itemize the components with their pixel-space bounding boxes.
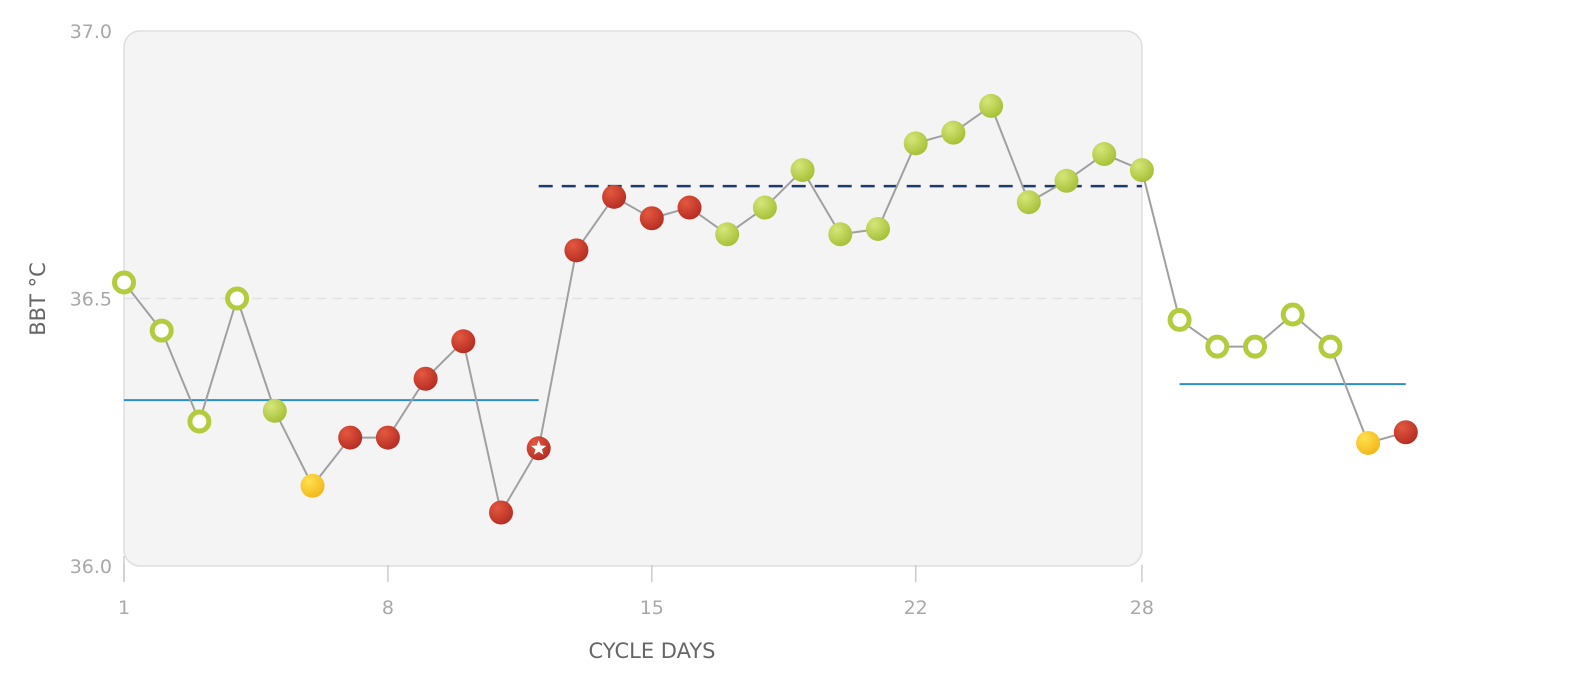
point-marker-ring [187, 409, 212, 434]
point-marker-dot [262, 398, 287, 423]
point-marker-dot [338, 425, 363, 450]
point-marker-dot [489, 500, 513, 525]
point-marker-dot [790, 158, 815, 183]
point-marker-dot [413, 366, 438, 391]
point-marker-dot [1393, 420, 1418, 445]
star-icon [531, 440, 547, 455]
point-marker-dot [752, 195, 777, 220]
point-marker-star [526, 436, 551, 461]
point-marker-dot [677, 195, 702, 220]
point-marker-ring [1243, 334, 1267, 359]
point-marker-dot [300, 473, 325, 498]
x-tick-label: 1 [118, 597, 130, 619]
point-marker-dot [1092, 142, 1117, 167]
point-marker-dot [903, 131, 928, 156]
y-axis-ticks: 36.0 36.5 37.0 [70, 21, 112, 578]
x-axis-title: CYCLE DAYS [589, 639, 716, 663]
point-marker-dot [979, 93, 1004, 118]
temperature-markers [112, 93, 1418, 525]
point-marker-dot [639, 206, 664, 231]
point-marker-dot [1054, 168, 1079, 193]
y-tick-label: 36.5 [70, 289, 112, 311]
point-marker-dot [866, 216, 890, 241]
point-marker-ring [1280, 302, 1305, 327]
x-tick-label: 28 [1130, 597, 1154, 619]
point-marker-ring [1318, 334, 1343, 359]
x-tick-label: 22 [904, 597, 928, 619]
x-tick-label: 8 [382, 597, 394, 619]
point-marker-ring [149, 318, 174, 343]
y-tick-label: 37.0 [70, 21, 112, 43]
y-axis-title: BBT °C [26, 262, 50, 335]
point-marker-ring [225, 286, 250, 311]
x-axis-ticks: 1 8 15 22 28 [118, 565, 1154, 619]
point-marker-dot [1016, 190, 1041, 215]
point-marker-dot [715, 222, 740, 247]
point-marker-dot [375, 425, 400, 450]
point-marker-dot [1129, 158, 1154, 183]
point-marker-ring [1167, 307, 1192, 332]
point-marker-dot [451, 329, 476, 354]
point-marker-ring [112, 270, 136, 295]
point-marker-dot [941, 120, 966, 145]
point-marker-dot [602, 184, 627, 209]
point-marker-dot [828, 222, 853, 247]
x-tick-label: 15 [640, 597, 664, 619]
reference-lines [124, 184, 1406, 402]
point-marker-ring [1205, 334, 1230, 359]
point-marker-dot [564, 238, 589, 263]
y-tick-label: 36.0 [70, 556, 112, 578]
point-marker-dot [1356, 430, 1381, 455]
